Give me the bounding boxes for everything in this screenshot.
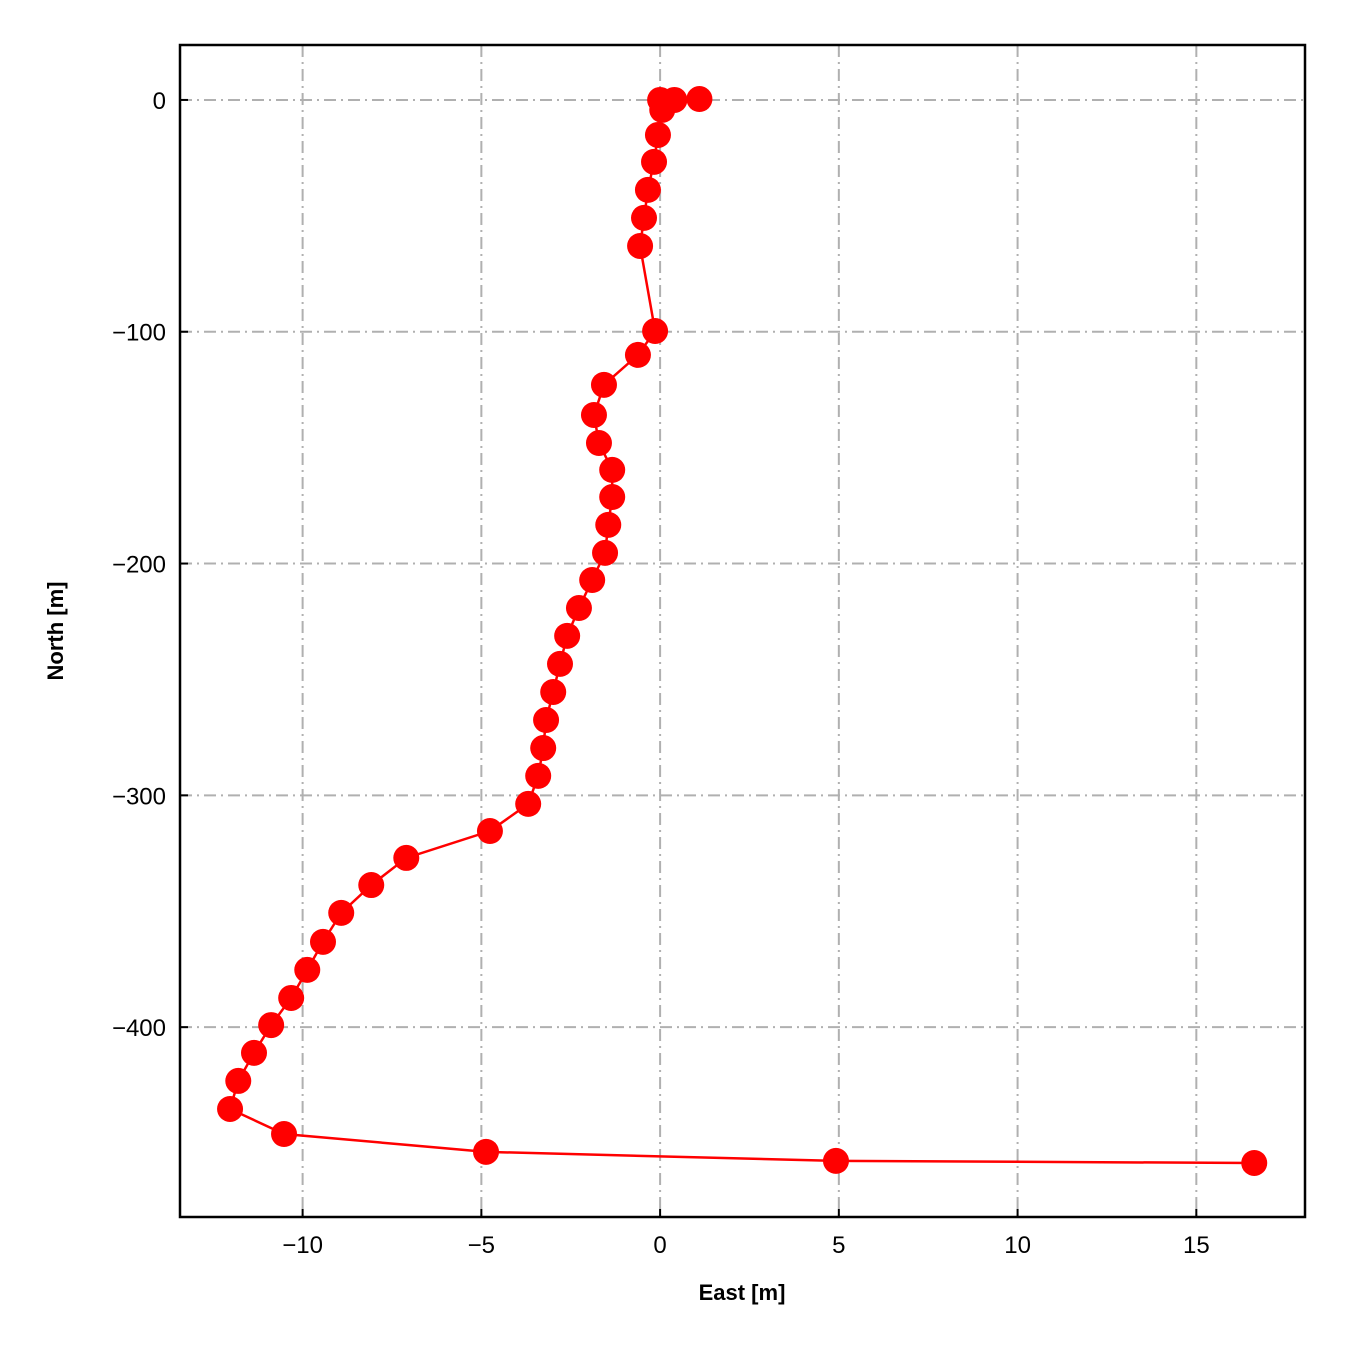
marker xyxy=(590,371,617,398)
y-tick-label: 0 xyxy=(153,88,166,115)
marker xyxy=(258,1012,285,1039)
marker xyxy=(530,735,557,762)
marker xyxy=(599,456,626,483)
marker xyxy=(358,872,385,899)
marker xyxy=(595,511,622,538)
marker xyxy=(225,1067,252,1094)
marker xyxy=(585,430,612,457)
marker xyxy=(240,1039,267,1066)
x-tick-label: 0 xyxy=(653,1232,666,1259)
marker xyxy=(217,1095,244,1122)
marker xyxy=(579,567,606,594)
marker xyxy=(540,678,567,705)
marker xyxy=(644,121,671,148)
marker xyxy=(476,818,503,845)
marker xyxy=(580,401,607,428)
marker xyxy=(822,1147,849,1174)
x-axis-label: East [m] xyxy=(699,1280,786,1305)
marker xyxy=(547,650,574,677)
marker xyxy=(393,844,420,871)
x-tick-label: 15 xyxy=(1183,1232,1210,1259)
marker xyxy=(599,484,626,511)
marker xyxy=(294,956,321,983)
y-tick-label: −200 xyxy=(112,552,166,579)
y-tick-label: −100 xyxy=(112,320,166,347)
marker xyxy=(328,899,355,926)
line xyxy=(228,97,1255,1165)
x-tick-label: −10 xyxy=(282,1232,323,1259)
marker xyxy=(641,148,668,175)
marker xyxy=(473,1138,500,1165)
y-axis-label: North [m] xyxy=(43,582,68,681)
plot-frame xyxy=(178,43,1307,1219)
y-tick-label: −400 xyxy=(112,1015,166,1042)
marker xyxy=(533,707,560,734)
x-tick-label: 10 xyxy=(1004,1232,1031,1259)
marker xyxy=(686,86,713,113)
y-tick-label: −300 xyxy=(112,783,166,810)
marker xyxy=(634,176,661,203)
marker xyxy=(525,762,552,789)
marker xyxy=(309,928,336,955)
x-tick-label: −5 xyxy=(468,1232,495,1259)
marker xyxy=(515,790,542,817)
marker xyxy=(271,1121,298,1148)
marker xyxy=(278,984,305,1011)
marker xyxy=(592,539,619,566)
marker xyxy=(642,318,669,345)
marker xyxy=(631,204,658,231)
marker xyxy=(624,341,651,368)
x-tick-label: 5 xyxy=(832,1232,845,1259)
marker xyxy=(554,622,581,649)
marker xyxy=(627,232,654,259)
marker xyxy=(649,96,676,123)
marker xyxy=(565,595,592,622)
marker xyxy=(1241,1149,1268,1176)
